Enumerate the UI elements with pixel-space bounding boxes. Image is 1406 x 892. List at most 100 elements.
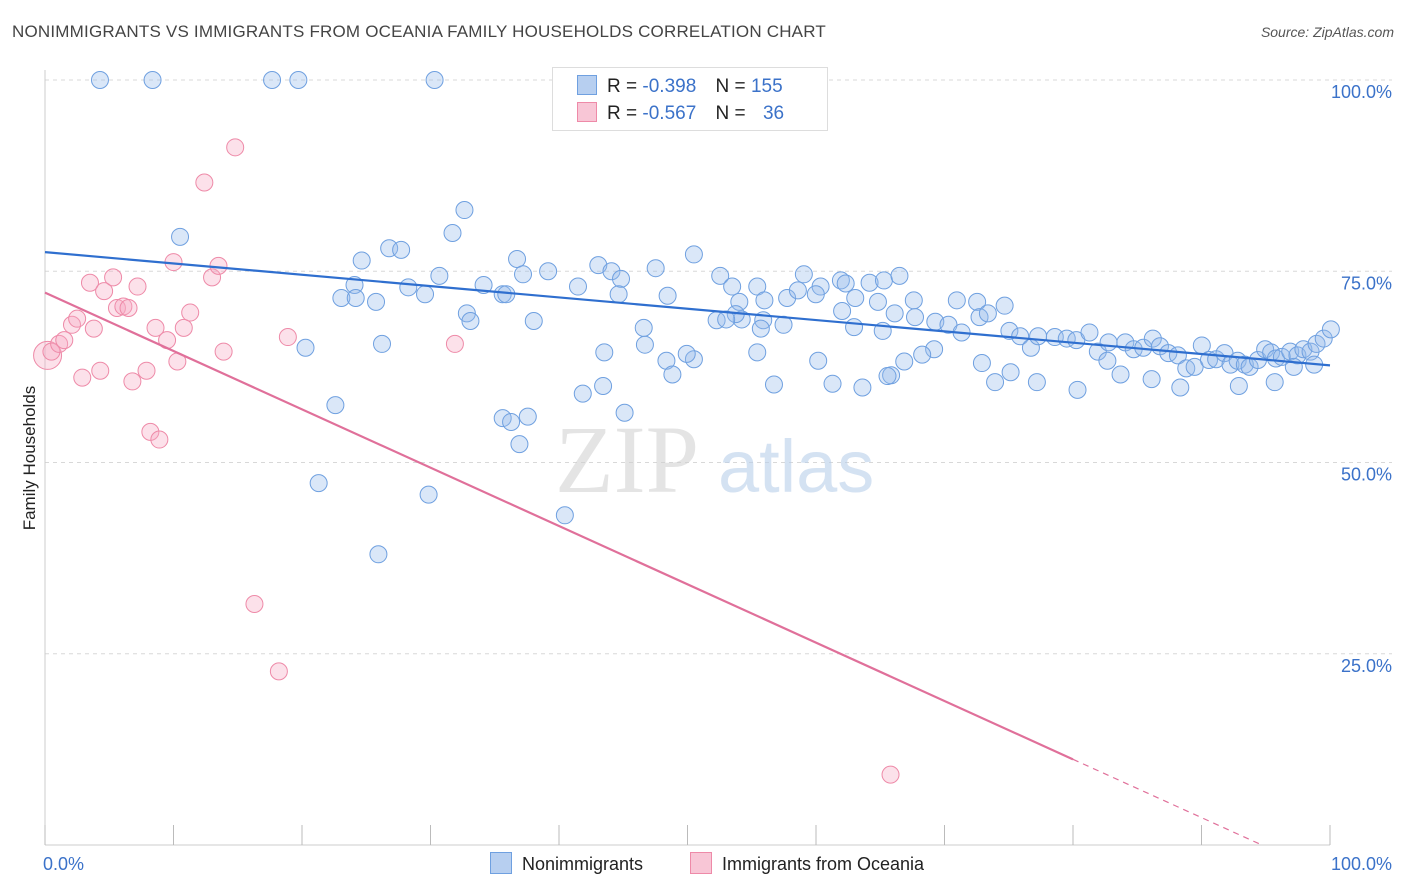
- data-point-nonimmigrants: [1321, 320, 1340, 339]
- data-point-nonimmigrants: [836, 274, 855, 293]
- data-point-nonimmigrants: [968, 292, 987, 311]
- data-point-nonimmigrants: [309, 474, 328, 493]
- n-value: 36: [762, 103, 785, 124]
- data-point-oceania: [150, 430, 169, 449]
- data-point-nonimmigrants: [1068, 380, 1087, 399]
- data-point-nonimmigrants: [602, 262, 621, 281]
- trend-lines: [44, 251, 1331, 846]
- data-point-nonimmigrants: [1098, 351, 1117, 370]
- data-point-nonimmigrants: [833, 302, 852, 321]
- data-point-oceania: [80, 273, 99, 292]
- data-point-nonimmigrants: [788, 281, 807, 300]
- data-point-nonimmigrants: [508, 250, 527, 269]
- data-point-nonimmigrants: [995, 296, 1014, 315]
- watermark-zip: ZIP: [555, 406, 699, 513]
- y-tick-label: 100.0%: [1331, 82, 1392, 102]
- data-point-nonimmigrants: [874, 271, 893, 290]
- data-point-oceania: [84, 319, 103, 338]
- data-point-nonimmigrants: [845, 318, 864, 337]
- data-point-oceania: [214, 342, 233, 361]
- data-point-nonimmigrants: [684, 245, 703, 264]
- data-point-nonimmigrants: [594, 377, 613, 395]
- data-point-nonimmigrants: [369, 545, 388, 564]
- data-point-nonimmigrants: [794, 265, 813, 284]
- r-value: -0.567: [642, 103, 697, 124]
- data-point-nonimmigrants: [493, 409, 512, 428]
- n-value: 155: [750, 76, 783, 97]
- data-point-oceania: [269, 662, 288, 681]
- legend-label: Nonimmigrants: [522, 854, 644, 874]
- data-point-oceania: [146, 318, 165, 337]
- data-point-oceania: [141, 422, 160, 441]
- x-tick-label: 100.0%: [1331, 854, 1392, 874]
- data-point-nonimmigrants: [539, 262, 558, 281]
- data-point-nonimmigrants: [1080, 323, 1099, 342]
- data-point-nonimmigrants: [1229, 377, 1248, 395]
- data-point-nonimmigrants: [748, 343, 767, 362]
- data-point-nonimmigrants: [524, 311, 543, 330]
- r-label: R =: [607, 103, 638, 124]
- data-point-nonimmigrants: [986, 373, 1005, 392]
- data-point-nonimmigrants: [809, 351, 828, 370]
- data-point-nonimmigrants: [296, 338, 315, 357]
- stats-legend: R = -0.398 N = 155 R = -0.567 N = 36: [552, 67, 828, 131]
- data-point-nonimmigrants: [502, 412, 521, 431]
- data-point-nonimmigrants: [455, 201, 474, 220]
- data-point-nonimmigrants: [326, 396, 345, 415]
- data-point-nonimmigrants: [612, 269, 631, 288]
- n-label: N =: [715, 76, 746, 97]
- data-point-oceania: [128, 277, 147, 296]
- series-nonimmigrants: [90, 71, 1340, 564]
- data-point-nonimmigrants: [425, 71, 444, 89]
- data-point-nonimmigrants: [972, 354, 991, 373]
- y-tick-label: 75.0%: [1341, 273, 1392, 293]
- data-point-nonimmigrants: [646, 259, 665, 278]
- data-point-nonimmigrants: [171, 227, 190, 246]
- data-point-oceania: [91, 361, 110, 380]
- data-point-nonimmigrants: [263, 71, 282, 89]
- data-point-nonimmigrants: [518, 407, 537, 426]
- x-tick-label: 0.0%: [43, 854, 84, 874]
- data-point-nonimmigrants: [846, 289, 865, 308]
- legend-item-oceania[interactable]: Immigrants from Oceania: [690, 852, 924, 875]
- data-point-nonimmigrants: [658, 286, 677, 305]
- trend-line-oceania-extrapolated: [1072, 758, 1263, 846]
- data-point-nonimmigrants: [778, 289, 797, 308]
- data-point-oceania: [95, 282, 114, 301]
- legend-item-nonimmigrants[interactable]: Nonimmigrants: [490, 852, 643, 875]
- data-point-nonimmigrants: [419, 485, 438, 504]
- data-point-nonimmigrants: [634, 318, 653, 337]
- data-point-oceania: [181, 303, 200, 322]
- stats-row-nonimmigrants: R = -0.398 N = 155: [577, 75, 783, 101]
- axes: [44, 70, 1331, 846]
- data-point-nonimmigrants: [573, 384, 592, 403]
- data-point-nonimmigrants: [885, 304, 904, 323]
- data-point-nonimmigrants: [905, 308, 924, 327]
- data-point-nonimmigrants: [913, 345, 932, 364]
- data-point-oceania: [195, 173, 214, 192]
- data-point-nonimmigrants: [555, 506, 574, 525]
- data-point-oceania: [245, 595, 264, 614]
- swatch-blue: [577, 75, 597, 95]
- data-point-nonimmigrants: [615, 403, 634, 422]
- data-point-nonimmigrants: [755, 291, 774, 310]
- data-point-nonimmigrants: [430, 266, 449, 285]
- data-point-nonimmigrants: [1099, 333, 1118, 352]
- data-point-nonimmigrants: [352, 251, 371, 270]
- data-point-oceania: [104, 268, 123, 287]
- swatch-blue: [490, 852, 512, 874]
- series-immigrants-from-oceania: [33, 138, 900, 784]
- data-point-nonimmigrants: [346, 289, 365, 308]
- data-point-nonimmigrants: [774, 315, 793, 334]
- data-point-nonimmigrants: [751, 319, 770, 338]
- data-point-nonimmigrants: [1143, 329, 1162, 348]
- data-point-nonimmigrants: [764, 375, 783, 394]
- swatch-pink: [577, 102, 597, 122]
- data-point-nonimmigrants: [711, 266, 730, 285]
- data-point-nonimmigrants: [589, 256, 608, 275]
- source-note: Source: ZipAtlas.com: [1260, 24, 1394, 40]
- data-point-nonimmigrants: [978, 304, 997, 323]
- data-point-nonimmigrants: [806, 285, 825, 304]
- data-point-oceania: [226, 138, 245, 157]
- trend-line-oceania: [44, 291, 1074, 761]
